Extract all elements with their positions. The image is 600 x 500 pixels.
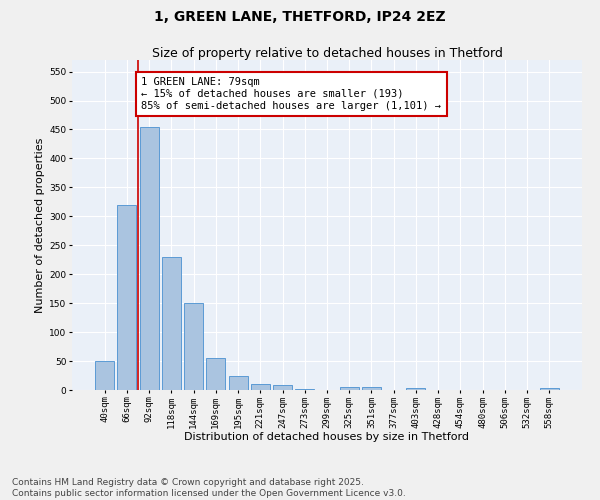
Y-axis label: Number of detached properties: Number of detached properties	[35, 138, 45, 312]
X-axis label: Distribution of detached houses by size in Thetford: Distribution of detached houses by size …	[185, 432, 470, 442]
Bar	[206, 358, 225, 390]
Bar	[118, 204, 136, 390]
Bar	[406, 388, 425, 390]
Bar	[140, 126, 158, 390]
Bar	[251, 384, 270, 390]
Bar	[540, 388, 559, 390]
Bar	[162, 257, 181, 390]
Title: Size of property relative to detached houses in Thetford: Size of property relative to detached ho…	[152, 47, 502, 60]
Bar	[184, 303, 203, 390]
Text: Contains HM Land Registry data © Crown copyright and database right 2025.
Contai: Contains HM Land Registry data © Crown c…	[12, 478, 406, 498]
Text: 1 GREEN LANE: 79sqm
← 15% of detached houses are smaller (193)
85% of semi-detac: 1 GREEN LANE: 79sqm ← 15% of detached ho…	[142, 78, 442, 110]
Bar	[229, 376, 248, 390]
Text: 1, GREEN LANE, THETFORD, IP24 2EZ: 1, GREEN LANE, THETFORD, IP24 2EZ	[154, 10, 446, 24]
Bar	[362, 386, 381, 390]
Bar	[95, 361, 114, 390]
Bar	[273, 386, 292, 390]
Bar	[340, 387, 359, 390]
